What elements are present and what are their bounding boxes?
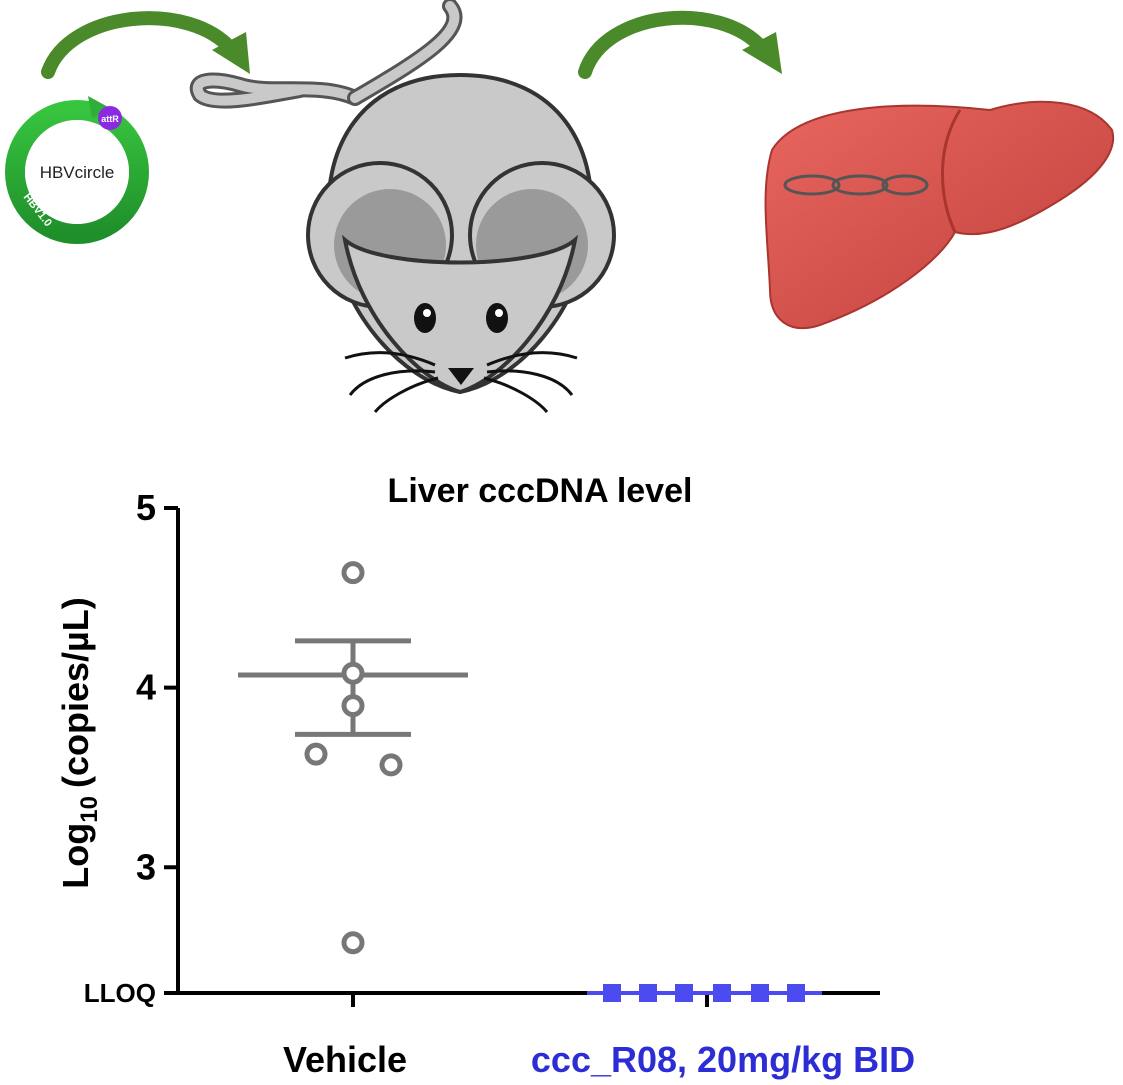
data-marks — [238, 561, 822, 1002]
y-tick-label: 5 — [136, 487, 156, 528]
treatment-data-point — [751, 984, 769, 1002]
svg-text:Log10(copies/µL): Log10 (copies/µL) — [55, 597, 103, 888]
treatment-data-point — [603, 984, 621, 1002]
plasmid-site-label: attR — [101, 114, 119, 124]
treatment-data-point — [639, 984, 657, 1002]
x-category-label: Vehicle — [283, 1039, 407, 1080]
liver-icon — [764, 100, 1115, 330]
vehicle-data-point — [341, 561, 365, 585]
y-axis-label: Log10 (copies/µL) — [55, 597, 103, 888]
axes — [176, 508, 880, 995]
x-category-labels: Vehicle ccc_R08, 20mg/kg BID — [283, 993, 915, 1080]
plasmid-icon: attR HBVcircle HBV1.0 — [5, 96, 149, 244]
y-tick-label: 4 — [136, 667, 156, 708]
vehicle-data-point — [341, 694, 365, 718]
y-tick-label: LLOQ — [84, 978, 156, 1008]
mouse-icon — [189, 0, 616, 413]
chart-title: Liver cccDNA level — [388, 472, 693, 510]
x-category-label: ccc_R08, 20mg/kg BID — [531, 1039, 915, 1080]
plasmid-name: HBVcircle — [40, 163, 115, 182]
y-ticks: 5 4 3 LLOQ — [84, 487, 178, 1008]
vehicle-data-point — [379, 753, 403, 777]
y-axis-label-main: Log — [55, 823, 96, 889]
treatment-data-point — [713, 984, 731, 1002]
treatment-data-point — [787, 984, 805, 1002]
y-axis-label-sub: 10 — [76, 796, 103, 823]
vehicle-data-point — [341, 661, 365, 685]
y-tick-label: 3 — [136, 846, 156, 887]
y-axis-label-tail: (copies/µL) — [55, 597, 96, 788]
curved-arrow-right — [578, 10, 782, 79]
treatment-data-point — [675, 984, 693, 1002]
curved-arrow-left — [41, 11, 250, 79]
vehicle-data-point — [304, 742, 328, 766]
attR-site-icon — [98, 106, 122, 130]
vehicle-data-point — [341, 931, 365, 955]
